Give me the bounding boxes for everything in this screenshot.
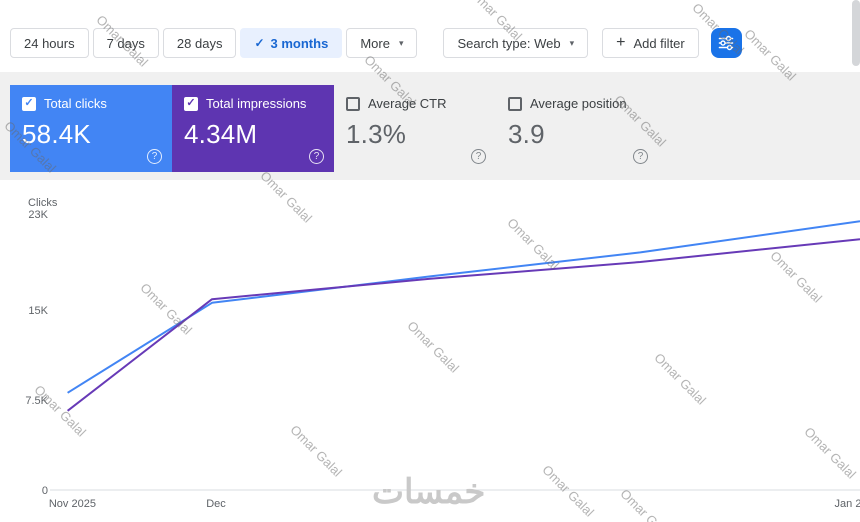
scrollbar-thumb[interactable] — [852, 0, 860, 66]
y-axis-title: Clicks — [28, 197, 58, 209]
help-icon[interactable]: ? — [633, 149, 648, 164]
tune-icon — [718, 35, 734, 51]
card-header: Average position — [508, 96, 646, 111]
metric-card-average-ctr[interactable]: Average CTR 1.3% ? — [334, 85, 496, 172]
y-tick-label: 15K — [28, 305, 48, 317]
checkbox-checked-icon[interactable]: ✓ — [22, 96, 36, 111]
metric-cards-band: ✓ Total clicks 58.4K ? ✓ Total impressio… — [0, 72, 860, 180]
card-value: 1.3% — [346, 119, 407, 149]
search-type-label: Search type: Web — [457, 35, 561, 51]
toolbar-right-group: Search type: Web ▾ + Add filter — [443, 28, 742, 58]
range-chip-24-hours[interactable]: 24 hours — [10, 28, 89, 58]
check-icon: ✓ — [24, 97, 34, 109]
range-chip-label: 7 days — [106, 35, 145, 51]
card-value: 4.34M — [184, 119, 258, 149]
metric-card-average-position[interactable]: Average position 3.9 ? — [496, 85, 658, 172]
range-chip-label: 28 days — [176, 35, 223, 51]
range-chip-label: 24 hours — [24, 35, 75, 51]
filter-toolbar: 24 hours 7 days 28 days ✓ 3 months More … — [10, 28, 742, 58]
card-label: Average CTR — [368, 96, 447, 111]
metric-cards: ✓ Total clicks 58.4K ? ✓ Total impressio… — [10, 85, 658, 172]
performance-chart-section: Clicks 0 7.5K 15K 23K Nov 2025 Dec Jan 2 — [0, 192, 860, 522]
x-tick-label: Jan 2 — [835, 498, 860, 510]
more-ranges-chip[interactable]: More ▾ — [346, 28, 418, 58]
range-chip-28-days[interactable]: 28 days — [162, 28, 237, 58]
card-header: Average CTR — [346, 96, 484, 111]
checkbox-unchecked-icon[interactable] — [508, 96, 522, 111]
chevron-down-icon: ▾ — [569, 37, 575, 48]
checkbox-checked-icon[interactable]: ✓ — [184, 96, 198, 111]
card-label: Average position — [530, 96, 627, 111]
impressions-line — [66, 238, 860, 412]
help-icon[interactable]: ? — [471, 149, 486, 164]
help-icon[interactable]: ? — [147, 149, 162, 164]
card-value: 3.9 — [508, 119, 545, 149]
clicks-line — [67, 220, 860, 394]
check-icon: ✓ — [186, 97, 196, 109]
add-filter-chip[interactable]: + Add filter — [602, 28, 699, 58]
card-header: ✓ Total impressions — [184, 96, 322, 111]
card-label: Total clicks — [44, 96, 107, 111]
card-value: 58.4K — [22, 119, 91, 149]
y-tick-label: 0 — [42, 485, 48, 497]
x-tick-label: Dec — [206, 498, 226, 510]
chevron-down-icon: ▾ — [398, 37, 404, 48]
range-chip-7-days[interactable]: 7 days — [92, 28, 159, 58]
check-icon: ✓ — [254, 36, 265, 50]
help-icon[interactable]: ? — [309, 149, 324, 164]
range-chip-3-months[interactable]: ✓ 3 months — [240, 28, 343, 58]
card-label: Total impressions — [206, 96, 307, 111]
metric-card-total-impressions[interactable]: ✓ Total impressions 4.34M ? — [172, 85, 334, 172]
range-chip-label: 3 months — [270, 35, 329, 51]
card-header: ✓ Total clicks — [22, 96, 160, 111]
more-chip-label: More — [360, 35, 390, 51]
y-tick-label: 7.5K — [25, 395, 48, 407]
y-tick-label: 23K — [28, 209, 48, 221]
checkbox-unchecked-icon[interactable] — [346, 96, 360, 111]
search-type-chip[interactable]: Search type: Web ▾ — [443, 28, 589, 58]
plus-icon: + — [616, 34, 626, 51]
date-range-chips: 24 hours 7 days 28 days ✓ 3 months More … — [10, 28, 418, 58]
clicks-impressions-chart: 0 7.5K 15K 23K Nov 2025 Dec Jan 2 — [25, 209, 860, 510]
add-filter-label: Add filter — [633, 35, 685, 51]
metric-card-total-clicks[interactable]: ✓ Total clicks 58.4K ? — [10, 85, 172, 172]
x-tick-label: Nov 2025 — [49, 498, 96, 510]
filters-tune-button[interactable] — [710, 28, 742, 58]
